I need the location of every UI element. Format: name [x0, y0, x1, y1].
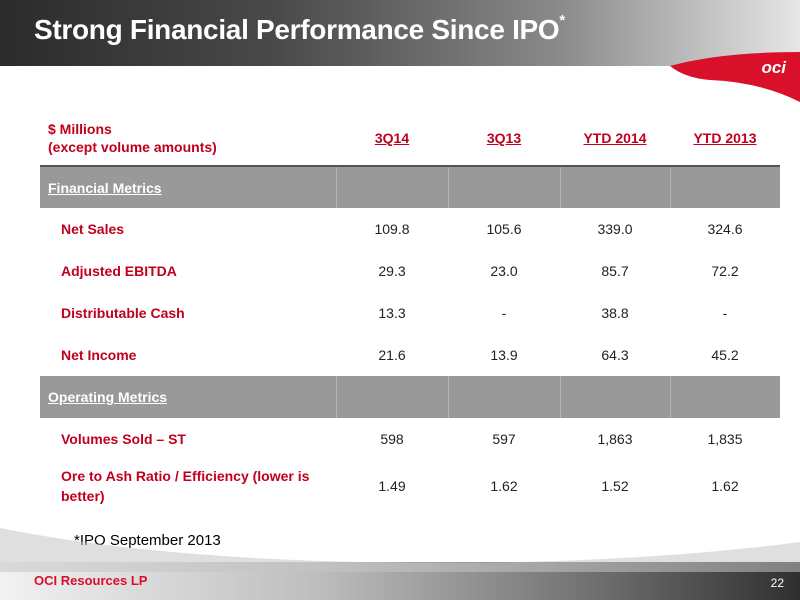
logo-swoosh: [670, 52, 800, 102]
cell-value: 29.3: [378, 263, 406, 279]
cell-value: 109.8: [374, 221, 410, 237]
section-title: Operating Metrics: [40, 376, 336, 418]
footnote: *IPO September 2013: [74, 532, 221, 549]
section-cell: [559, 376, 670, 418]
cell-value: 1.62: [490, 478, 518, 494]
cell-value: 105.6: [486, 221, 522, 237]
cell-value: 597: [492, 431, 516, 447]
table-header-row: $ Millions (except volume amounts) 3Q14 …: [40, 110, 780, 167]
slide-title: Strong Financial Performance Since IPO*: [34, 12, 565, 46]
row-label: Ore to Ash Ratio / Efficiency (lower is …: [61, 468, 310, 504]
header-label-units: $ Millions: [48, 120, 112, 137]
title-bar: [0, 0, 800, 66]
section-cell: [669, 166, 780, 208]
row-label: Adjusted EBITDA: [61, 263, 177, 279]
cell-value: 85.7: [601, 263, 629, 279]
footer-company-name: OCI Resources LP: [34, 573, 148, 588]
section-title: Financial Metrics: [40, 166, 336, 208]
section-cell: [447, 376, 560, 418]
table-row: Net Income 21.6 13.9 64.3 45.2: [40, 334, 780, 376]
row-label: Net Income: [61, 347, 137, 363]
cell-value: 13.9: [490, 347, 518, 363]
footer-swoosh: [0, 528, 800, 572]
slide-title-text: Strong Financial Performance Since IPO: [34, 14, 560, 45]
column-header-ytd-2014: YTD 2014: [560, 110, 670, 167]
cell-value: 324.6: [707, 221, 743, 237]
section-cell: [669, 376, 780, 418]
cell-value: 45.2: [711, 347, 739, 363]
row-label: Distributable Cash: [61, 305, 185, 321]
column-header-3q13: 3Q13: [448, 110, 560, 167]
cell-value: 598: [380, 431, 404, 447]
section-cell: [335, 376, 448, 418]
cell-value: 1,863: [597, 431, 633, 447]
row-label: Volumes Sold – ST: [61, 431, 186, 447]
header-label-note: (except volume amounts): [48, 138, 217, 155]
table-row: Net Sales 109.8 105.6 339.0 324.6: [40, 208, 780, 250]
section-row-financial-metrics: Financial Metrics: [40, 166, 780, 208]
cell-value: 13.3: [378, 305, 406, 321]
cell-value: 339.0: [597, 221, 633, 237]
table-row: Distributable Cash 13.3 - 38.8 -: [40, 292, 780, 334]
table-row: Volumes Sold – ST 598 597 1,863 1,835: [40, 418, 780, 460]
cell-value: 1.62: [711, 478, 739, 494]
title-footnote-marker: *: [559, 12, 565, 29]
table-header-label: $ Millions (except volume amounts): [40, 110, 336, 167]
cell-value: -: [501, 305, 507, 321]
cell-value: -: [722, 305, 728, 321]
cell-value: 64.3: [601, 347, 629, 363]
cell-value: 21.6: [378, 347, 406, 363]
metrics-table: $ Millions (except volume amounts) 3Q14 …: [40, 110, 780, 512]
section-row-operating-metrics: Operating Metrics: [40, 376, 780, 418]
cell-value: 38.8: [601, 305, 629, 321]
cell-value: 1,835: [707, 431, 743, 447]
page-number: 22: [770, 576, 784, 590]
cell-value: 72.2: [711, 263, 739, 279]
column-header-ytd-2013: YTD 2013: [670, 110, 780, 167]
cell-value: 23.0: [490, 263, 518, 279]
cell-value: 1.52: [601, 478, 629, 494]
table-row: Adjusted EBITDA 29.3 23.0 85.7 72.2: [40, 250, 780, 292]
company-logo: oci: [761, 58, 786, 77]
row-label: Net Sales: [61, 221, 125, 237]
cell-value: 1.49: [378, 478, 406, 494]
section-cell: [447, 166, 560, 208]
section-cell: [559, 166, 670, 208]
table-row: Ore to Ash Ratio / Efficiency (lower is …: [40, 460, 780, 512]
section-cell: [335, 166, 448, 208]
column-header-3q14: 3Q14: [336, 110, 448, 167]
